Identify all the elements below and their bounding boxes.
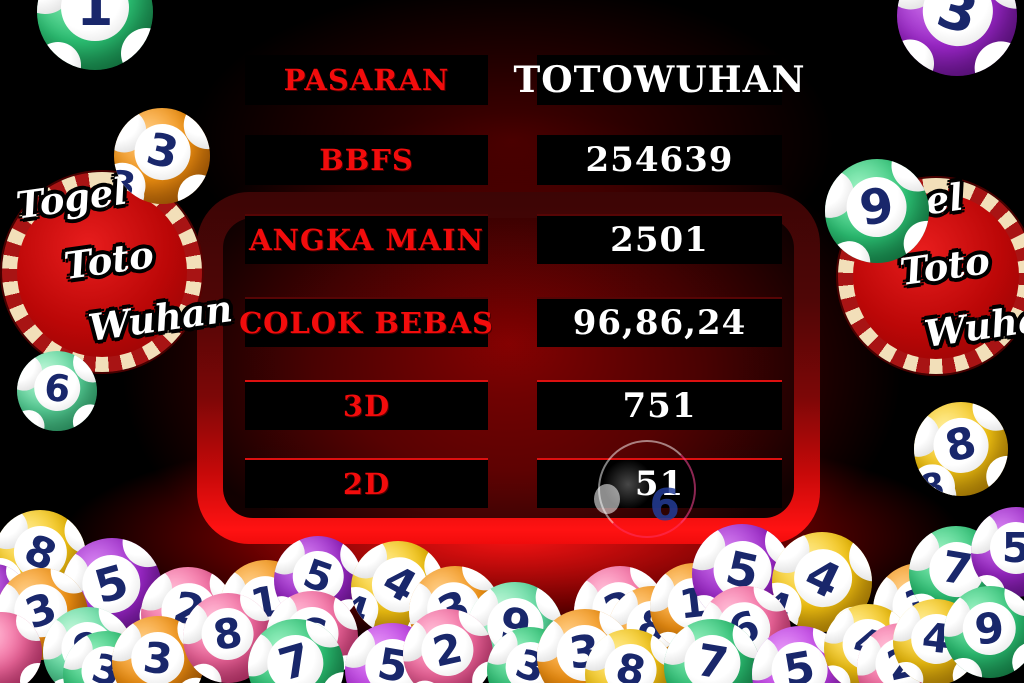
ball-spot [1011,640,1024,678]
row-label: COLOK BEBAS [239,306,494,340]
lotto-ball: 7 [664,619,760,683]
ball-spot [970,37,1017,76]
ball-spot [824,662,854,683]
lotto-ball: 9 [825,159,929,263]
ball-spot [826,239,872,263]
row-value: 96,86,24 [572,303,747,343]
row-label: ANGKA MAIN [248,223,485,257]
row-value: 751 [622,386,697,426]
lotto-ball: 2 [403,609,493,683]
row-value-box: 751 [537,380,782,430]
ball-number: 1 [61,0,129,41]
ball-spot [897,35,938,76]
table-row: 2D51 [0,458,1024,508]
table-row: PASARAN TOTOWUHAN [0,55,1024,105]
row-label-box: ANGKA MAIN [245,214,488,264]
ball-spot [319,669,344,683]
row-label-box: 2D [245,458,488,508]
ball-spot [37,42,82,70]
ball-spot [16,612,42,641]
row-value-box: 96,86,24 [537,297,782,347]
ball-spot [183,662,224,683]
row-label: 2D [342,467,391,501]
row-value-box: 254639 [537,135,782,185]
row-label-box: PASARAN [245,55,488,105]
ghost-ball: 6 [594,440,696,538]
ball-spot [120,28,153,70]
lotto-ball: 1 [37,0,153,70]
lotto-ball: 5 [971,507,1024,597]
ball-spot [175,172,210,204]
ball-spot [901,218,929,263]
row-value: 2501 [610,220,709,260]
ball-spot [17,408,46,431]
table-row: 3D 751 [0,380,1024,430]
row-value-box: 2501 [537,214,782,264]
lotto-ball: 7 [248,619,344,683]
ball-spot [944,656,984,678]
row-label-box: BBFS [245,135,488,185]
table-row: COLOK BEBAS 96,86,24 [0,297,1024,347]
ball-spot [893,661,925,683]
lotto-ball: 8 [585,629,675,683]
row-label: BBFS [319,143,414,177]
row-value: 254639 [585,140,734,180]
row-label-box: COLOK BEBAS [239,297,493,347]
ghost-ball-number: 6 [649,480,680,531]
lotto-ball [0,612,42,683]
row-value: TOTOWUHAN [513,59,806,101]
row-label-box: 3D [245,380,488,430]
row-label: 3D [342,389,391,423]
row-label: PASARAN [283,63,450,97]
ball-spot [19,663,42,683]
row-value-box: TOTOWUHAN [514,55,805,105]
lotto-ball: 6 [17,351,97,431]
ball-spot [983,453,1008,496]
ball-spot [71,403,97,431]
lotto-ball: 9 [944,586,1024,678]
ghost-ball-spot [594,484,620,514]
lotto-ball: 3 [897,0,1017,76]
ball-spot [404,678,446,683]
